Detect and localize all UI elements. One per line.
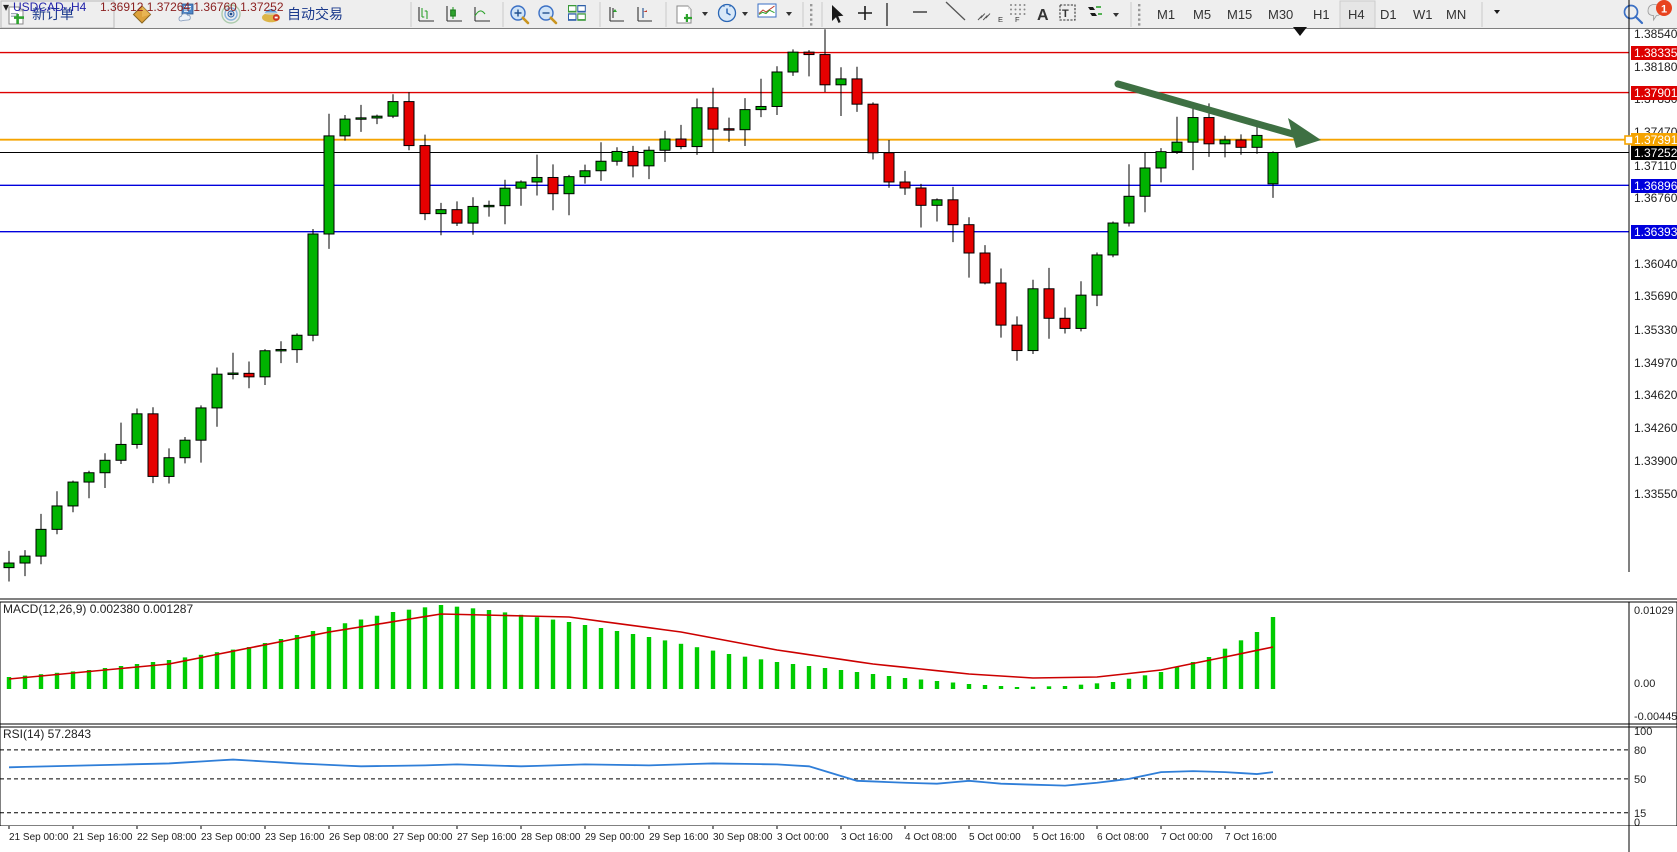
svg-text:1.34970: 1.34970 [1634,356,1677,370]
svg-text:1.35690: 1.35690 [1634,289,1677,303]
svg-text:50: 50 [1634,774,1646,786]
svg-text:0.00: 0.00 [1634,678,1655,690]
svg-text:1.36760: 1.36760 [1634,191,1677,205]
svg-text:22 Sep 08:00: 22 Sep 08:00 [137,832,197,843]
svg-text:1.38540: 1.38540 [1634,27,1677,41]
svg-text:1.37901: 1.37901 [1634,86,1677,100]
svg-text:1.37252: 1.37252 [1634,146,1677,160]
svg-text:30 Sep 08:00: 30 Sep 08:00 [713,832,773,843]
svg-text:7 Oct 16:00: 7 Oct 16:00 [1225,832,1277,843]
svg-text:1.38335: 1.38335 [1634,46,1677,60]
svg-text:29 Sep 00:00: 29 Sep 00:00 [585,832,645,843]
svg-text:80: 80 [1634,745,1646,757]
svg-text:28 Sep 08:00: 28 Sep 08:00 [521,832,581,843]
svg-text:7 Oct 00:00: 7 Oct 00:00 [1161,832,1213,843]
svg-text:1.36896: 1.36896 [1634,179,1677,193]
svg-text:▾: ▾ [3,0,9,14]
svg-text:MACD(12,26,9) 0.002380 0.00128: MACD(12,26,9) 0.002380 0.001287 [3,602,193,616]
svg-text:0.01029: 0.01029 [1634,605,1674,617]
svg-text:USDCAD-,H4: USDCAD-,H4 [13,0,87,14]
svg-text:4 Oct 08:00: 4 Oct 08:00 [905,832,957,843]
svg-text:21 Sep 00:00: 21 Sep 00:00 [9,832,69,843]
svg-text:29 Sep 16:00: 29 Sep 16:00 [649,832,709,843]
svg-text:1.36393: 1.36393 [1634,225,1677,239]
svg-text:1.38180: 1.38180 [1634,60,1677,74]
svg-text:RSI(14) 57.2843: RSI(14) 57.2843 [3,727,91,741]
svg-text:1.36040: 1.36040 [1634,257,1677,271]
svg-text:1.33550: 1.33550 [1634,487,1677,501]
svg-text:100: 100 [1634,726,1652,738]
svg-text:27 Sep 00:00: 27 Sep 00:00 [393,832,453,843]
svg-text:5 Oct 16:00: 5 Oct 16:00 [1033,832,1085,843]
svg-text:26 Sep 08:00: 26 Sep 08:00 [329,832,389,843]
svg-text:23 Sep 00:00: 23 Sep 00:00 [201,832,261,843]
svg-text:1.37110: 1.37110 [1634,159,1677,173]
svg-text:1.34260: 1.34260 [1634,421,1677,435]
svg-text:1.34620: 1.34620 [1634,388,1677,402]
svg-text:3 Oct 16:00: 3 Oct 16:00 [841,832,893,843]
svg-text:-0.004453: -0.004453 [1634,711,1677,723]
svg-text:5 Oct 00:00: 5 Oct 00:00 [969,832,1021,843]
svg-text:6 Oct 08:00: 6 Oct 08:00 [1097,832,1149,843]
svg-text:1.33900: 1.33900 [1634,454,1677,468]
svg-text:21 Sep 16:00: 21 Sep 16:00 [73,832,133,843]
svg-text:1.37391: 1.37391 [1634,133,1677,147]
svg-text:3 Oct 00:00: 3 Oct 00:00 [777,832,829,843]
svg-text:1.36912 1.37264 1.36760 1.3725: 1.36912 1.37264 1.36760 1.37252 [100,0,284,14]
svg-text:23 Sep 16:00: 23 Sep 16:00 [265,832,325,843]
svg-text:27 Sep 16:00: 27 Sep 16:00 [457,832,517,843]
svg-text:1.35330: 1.35330 [1634,323,1677,337]
